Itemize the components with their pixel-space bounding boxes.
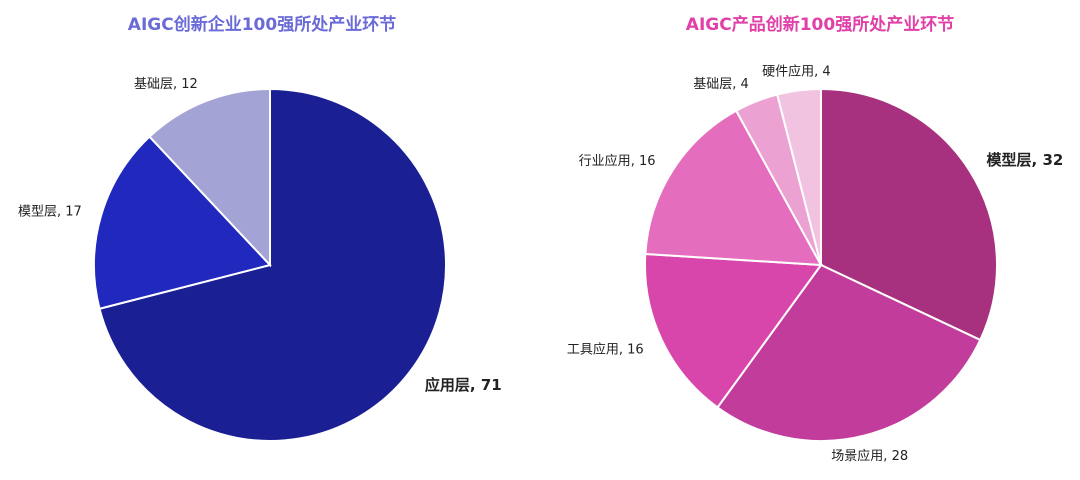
pie-slice — [820, 87, 998, 342]
pie-labels-product: 模型层, 32 场景应用, 28 工具应用, 16 行业应用, 16 基础层, 4 硬件应… — [567, 64, 1063, 464]
slice-label-value: 16 — [639, 154, 656, 169]
slice-label: 工具应用, 16 — [567, 342, 644, 358]
slice-label-name: 基础层 — [693, 77, 732, 92]
slice-label-value: 16 — [627, 343, 644, 358]
pie-slice — [98, 87, 447, 442]
chart-title-product: AIGC产品创新100强所处产业环节 — [686, 14, 954, 35]
pie-labels-enterprise: 应用层, 71 模型层, 17 基础层, 12 — [18, 77, 502, 394]
slice-label-value: 4 — [822, 65, 830, 80]
pie-slice — [644, 252, 823, 409]
pie-slice — [93, 135, 272, 310]
slice-label-name: 应用层 — [425, 376, 470, 394]
slice-label-value: 4 — [741, 77, 749, 92]
slice-label-name: 模型层 — [987, 151, 1032, 169]
slice-label-value: 17 — [65, 204, 82, 219]
slice-label-name: 行业应用 — [579, 153, 631, 169]
pie-slices-product — [644, 87, 998, 442]
slice-label-name: 基础层 — [134, 77, 173, 92]
slice-label: 模型层, 17 — [18, 204, 82, 219]
slice-label: 行业应用, 16 — [579, 153, 656, 169]
slice-label: 场景应用, 28 — [831, 448, 908, 464]
slice-label-name: 场景应用 — [831, 448, 883, 464]
slice-label-name: 硬件应用 — [762, 64, 814, 80]
pie-slices-enterprise — [93, 87, 447, 442]
slice-label-value: 71 — [481, 376, 502, 394]
slice-label: 模型层, 32 — [987, 151, 1064, 169]
slice-label-name: 工具应用 — [567, 342, 619, 358]
pie-slice — [716, 263, 982, 442]
pie-slice — [644, 109, 823, 267]
pie-slice — [776, 87, 822, 266]
slice-label: 硬件应用, 4 — [762, 64, 831, 80]
slice-label-value: 32 — [1042, 151, 1063, 169]
slice-label: 应用层, 71 — [425, 376, 502, 394]
slice-label-name: 模型层 — [18, 204, 57, 219]
slice-label-value: 28 — [892, 449, 909, 464]
pie-chart-enterprise: AIGC创新企业100强所处产业环节 应用层, 71 模型层, 17 基础层, 12 — [18, 14, 502, 442]
pie-slice — [148, 87, 271, 268]
chart-title-enterprise: AIGC创新企业100强所处产业环节 — [128, 14, 396, 35]
slice-label: 基础层, 12 — [134, 77, 198, 92]
slice-label: 基础层, 4 — [693, 77, 749, 92]
slice-label-value: 12 — [181, 77, 198, 92]
pie-chart-product: AIGC产品创新100强所处产业环节 模型层, 32 场景应用, 28 工具应用, … — [567, 14, 1063, 464]
